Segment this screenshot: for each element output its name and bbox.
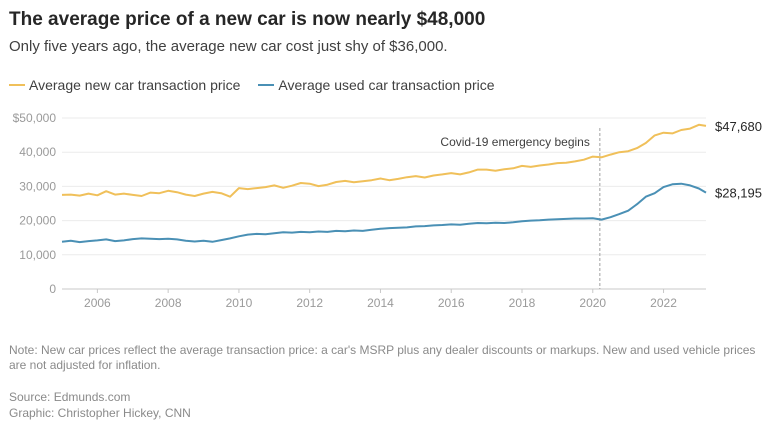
x-tick-label: 2020 [579,296,606,310]
end-labels: $47,680 $28,195 [715,119,762,201]
end-label-used: $28,195 [715,186,762,201]
chart-subtitle: Only five years ago, the average new car… [9,38,448,55]
legend-item-used: Average used car transaction price [258,77,495,93]
legend-swatch-used [258,84,275,86]
annotation: Covid-19 emergency begins [440,128,601,289]
x-axis-ticks: 2006 2008 2010 2012 2014 2016 2018 2020 2022 [84,289,677,310]
chart-title: The average price of a new car is now ne… [9,9,486,30]
chart-source: Source: Edmunds.com [9,390,131,404]
series-line-used [61,182,707,244]
legend-swatch-new [9,84,25,86]
y-tick-label: 30,000 [19,179,56,193]
y-tick-label: 10,000 [19,248,56,262]
series-lines [61,123,707,244]
legend-label-new: Average new car transaction price [29,77,241,93]
covid-annotation-label: Covid-19 emergency begins [440,135,589,149]
x-tick-label: 2022 [650,296,677,310]
x-tick-label: 2008 [155,296,182,310]
x-tick-label: 2010 [226,296,253,310]
y-axis-ticks: 0 10,000 20,000 30,000 40,000 $50,000 [13,111,57,296]
end-label-new: $47,680 [715,119,762,134]
x-tick-label: 2014 [367,296,394,310]
y-tick-label: 20,000 [19,214,56,228]
chart-credit: Graphic: Christopher Hickey, CNN [9,406,191,420]
legend-label-used: Average used car transaction price [278,77,495,93]
legend: Average new car transaction price Averag… [9,77,495,93]
y-tick-label: 0 [49,282,56,296]
x-tick-label: 2016 [438,296,465,310]
gridlines [62,117,706,290]
x-tick-label: 2012 [296,296,323,310]
legend-item-new: Average new car transaction price [9,77,240,93]
series-line-new [61,123,707,198]
x-tick-label: 2006 [84,296,111,310]
x-tick-label: 2018 [509,296,536,310]
chart-note: Note: New car prices reflect the average… [9,343,756,372]
y-tick-label: 40,000 [19,145,56,159]
y-tick-label: $50,000 [13,111,57,125]
